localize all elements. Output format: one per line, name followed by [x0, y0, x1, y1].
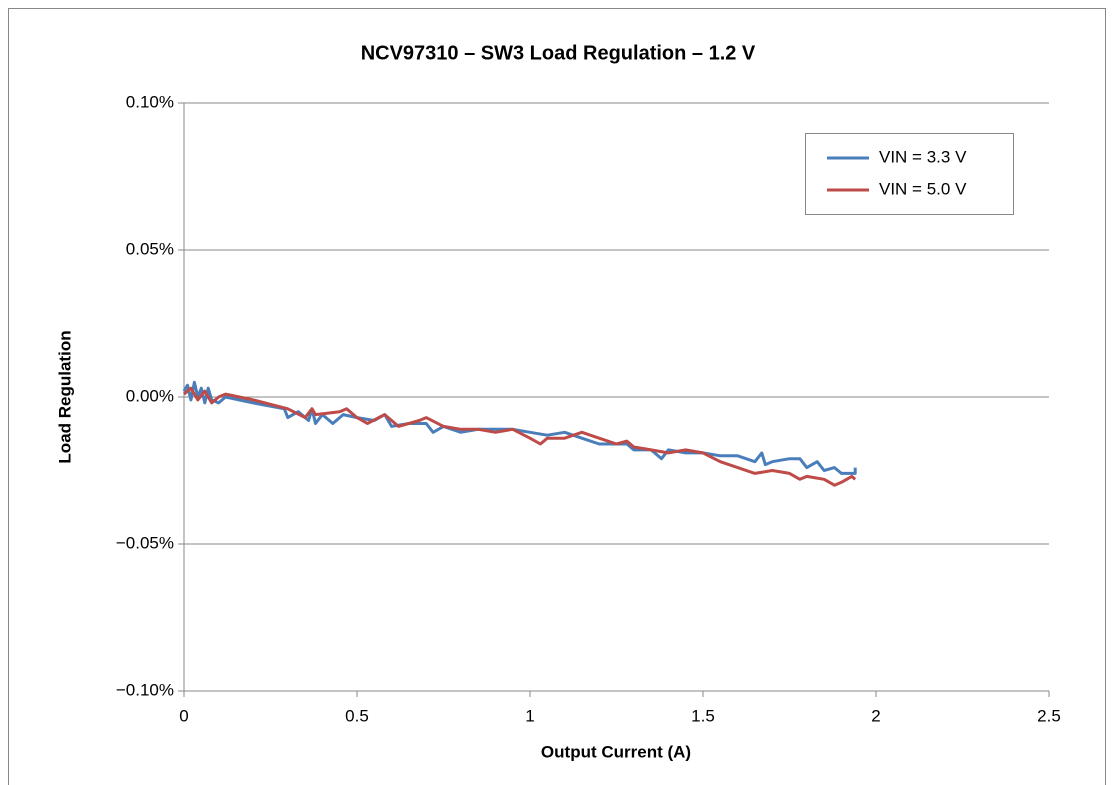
y-tick-label: 0.10%: [126, 92, 174, 111]
legend-label: VIN = 3.3 V: [879, 147, 967, 166]
x-tick-label: 2.5: [1037, 706, 1061, 725]
legend-box: [805, 133, 1014, 215]
x-tick-label: 2: [871, 706, 880, 725]
y-tick-label: 0.00%: [126, 386, 174, 405]
legend-label: VIN = 5.0 V: [879, 179, 967, 198]
y-tick-label: −0.10%: [116, 680, 174, 699]
chart-title: NCV97310 – SW3 Load Regulation – 1.2 V: [361, 42, 756, 64]
x-tick-label: 0.5: [345, 706, 369, 725]
y-axis-label: Load Regulation: [55, 330, 74, 463]
x-tick-label: 1.5: [691, 706, 715, 725]
x-tick-label: 1: [525, 706, 534, 725]
x-axis-label: Output Current (A): [541, 742, 691, 761]
series-line: [183, 386, 857, 487]
y-tick-label: −0.05%: [116, 533, 174, 552]
y-tick-label: 0.05%: [126, 239, 174, 258]
x-tick-label: 0: [179, 706, 188, 725]
